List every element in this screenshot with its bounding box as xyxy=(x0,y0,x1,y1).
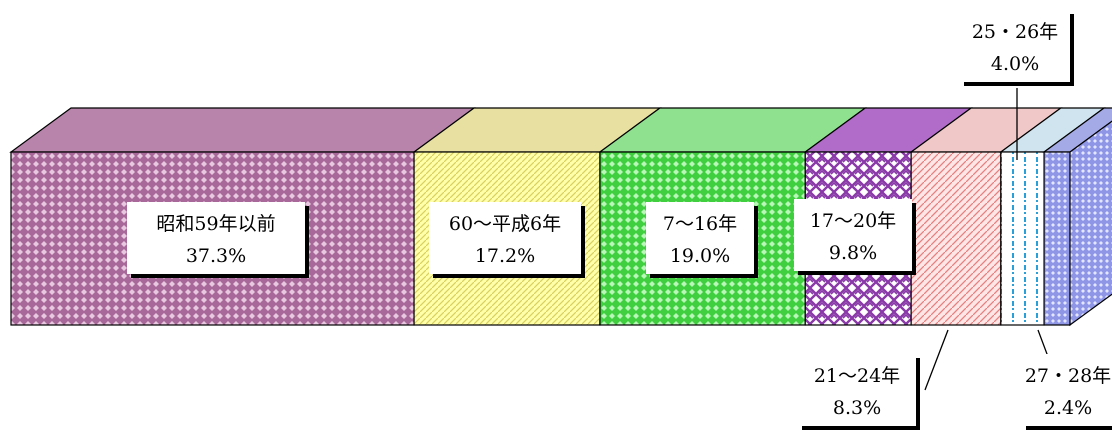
segment-value-label: 4.0% xyxy=(991,53,1039,75)
label-box-3 xyxy=(646,202,754,274)
segment-name-label: 17～20年 xyxy=(810,210,896,232)
segment-name-label: 60～平成6年 xyxy=(449,213,561,235)
segment-name-label: 7～16年 xyxy=(663,213,737,235)
label-box-1 xyxy=(127,202,305,274)
bar-top-1 xyxy=(9,107,476,153)
segment-name-label: 27・28年 xyxy=(1025,365,1111,387)
label-box-2 xyxy=(429,202,581,274)
bar-segment-5 xyxy=(910,151,1002,326)
bar-segment-6 xyxy=(1000,151,1045,326)
segment-value-label: 2.4% xyxy=(1044,397,1092,419)
bar-side-face xyxy=(1069,120,1112,327)
bar-segment-7 xyxy=(1043,151,1071,326)
segment-value-label: 8.3% xyxy=(833,397,881,419)
label-box-4 xyxy=(794,199,912,271)
segment-name-label: 21～24年 xyxy=(814,365,900,387)
leader-line-5 xyxy=(924,329,949,391)
label-box-6 xyxy=(960,10,1070,82)
label-box-7 xyxy=(1022,354,1112,426)
label-box-5 xyxy=(798,354,916,426)
segment-value-label: 17.2% xyxy=(475,245,535,267)
segment-name-label: 25・26年 xyxy=(972,21,1058,43)
segment-name-label: 昭和59年以前 xyxy=(156,213,275,235)
segment-value-label: 37.3% xyxy=(186,245,246,267)
segment-value-label: 9.8% xyxy=(829,242,877,264)
segment-value-label: 19.0% xyxy=(670,245,730,267)
